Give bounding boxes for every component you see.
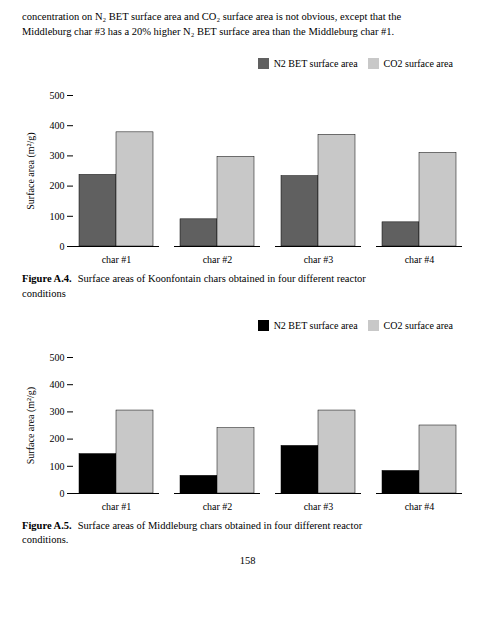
svg-text:char #4: char #4 [405, 500, 435, 511]
svg-text:400: 400 [50, 120, 65, 131]
html-text:Figure A.4.: Figure A.4. [22, 273, 72, 285]
svg-text:200: 200 [50, 181, 65, 192]
svg-text:300: 300 [50, 150, 65, 161]
svg-text:0: 0 [60, 241, 65, 252]
svg-text:300: 300 [50, 406, 65, 417]
svg-text:char #4: char #4 [405, 254, 435, 265]
html-text:Figure A.5.: Figure A.5. [22, 519, 72, 531]
svg-text:0: 0 [60, 487, 65, 498]
html-text:Surface areas of Middleburg ch: Surface areas of Middleburg chars obtain… [22, 519, 363, 545]
svg-text:char #3: char #3 [304, 500, 334, 511]
html-text:158: 158 [239, 555, 256, 567]
svg-text:100: 100 [50, 460, 65, 471]
html-text:Surface areas of Koonfontain c: Surface areas of Koonfontain chars obtai… [22, 273, 366, 299]
svg-text:200: 200 [50, 433, 65, 444]
html-text:Middleburg char #3 has a 20% h: Middleburg char #3 has a 20% higher N₂ B… [22, 25, 395, 37]
svg-text:char #1: char #1 [102, 500, 132, 511]
svg-text:char #3: char #3 [304, 254, 334, 265]
html-text:N2 BET surface area: N2 BET surface area [273, 58, 358, 70]
svg-text:Surface area (m²/g): Surface area (m²/g) [25, 133, 37, 210]
svg-text:500: 500 [50, 90, 65, 101]
svg-text:500: 500 [50, 351, 65, 362]
html-text:N2 BET surface area: N2 BET surface area [273, 319, 358, 331]
html-text:concentration on N₂ BET surfac: concentration on N₂ BET surface area and… [22, 11, 402, 22]
svg-text:100: 100 [50, 211, 65, 222]
svg-text:Surface area (m²/g): Surface area (m²/g) [25, 387, 37, 464]
html-text:CO2 surface area: CO2 surface area [383, 58, 453, 70]
svg-text:400: 400 [50, 379, 65, 390]
svg-text:char #1: char #1 [102, 254, 132, 265]
svg-text:char #2: char #2 [203, 500, 233, 511]
svg-text:char #2: char #2 [203, 254, 233, 265]
html-text:CO2 surface area: CO2 surface area [383, 319, 453, 331]
